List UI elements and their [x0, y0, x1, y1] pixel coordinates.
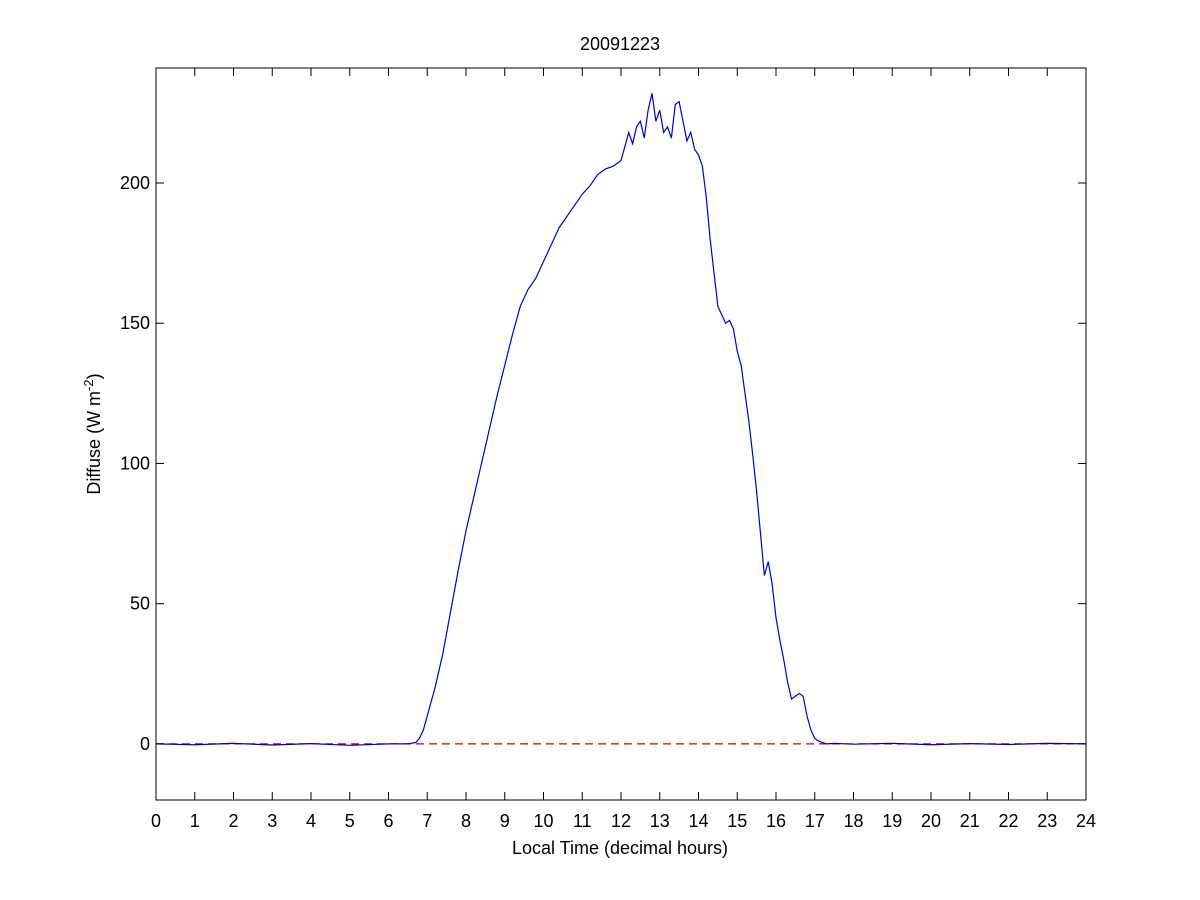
diffuse-series-line — [155, 93, 1087, 746]
x-tick-label: 14 — [688, 811, 708, 831]
x-tick-label: 3 — [267, 811, 277, 831]
x-tick-label: 1 — [190, 811, 200, 831]
x-tick-label: 10 — [533, 811, 553, 831]
x-tick-label: 16 — [766, 811, 786, 831]
x-tick-label: 4 — [306, 811, 316, 831]
x-axis-label: Local Time (decimal hours) — [512, 838, 728, 858]
x-tick-label: 2 — [228, 811, 238, 831]
x-tick-label: 21 — [960, 811, 980, 831]
x-tick-label: 20 — [921, 811, 941, 831]
y-tick-label: 50 — [130, 594, 150, 614]
x-tick-label: 17 — [805, 811, 825, 831]
chart-title: 20091223 — [580, 34, 660, 54]
y-tick-label: 0 — [140, 734, 150, 754]
y-tick-label: 200 — [120, 173, 150, 193]
x-tick-label: 7 — [422, 811, 432, 831]
y-tick-label: 100 — [120, 453, 150, 473]
x-tick-label: 13 — [650, 811, 670, 831]
x-tick-label: 6 — [383, 811, 393, 831]
x-tick-label: 11 — [573, 811, 592, 831]
plot-area: 0 1 2 3 4 5 6 7 8 9 10 11 12 13 14 15 16 17 18 19 20 21 22 23 24… — [120, 67, 1096, 831]
x-tick-label: 12 — [611, 811, 631, 831]
x-tick-label: 15 — [727, 811, 747, 831]
x-tick-label: 18 — [843, 811, 863, 831]
x-tick-label: 24 — [1076, 811, 1096, 831]
x-tick-label: 19 — [882, 811, 902, 831]
x-tick-label: 22 — [998, 811, 1018, 831]
y-axis-label-superscript: -2 — [81, 379, 96, 391]
x-tick-label: 8 — [461, 811, 471, 831]
y-axis-label-close: ) — [84, 373, 104, 379]
x-tick-label: 9 — [500, 811, 510, 831]
y-axis-label-main: Diffuse (W m — [84, 391, 104, 495]
y-tick-label: 150 — [120, 313, 150, 333]
x-tick-label: 23 — [1037, 811, 1057, 831]
x-tick-label: 0 — [151, 811, 161, 831]
y-axis-label: Diffuse (W m-2) — [81, 373, 104, 494]
x-tick-label: 5 — [345, 811, 355, 831]
